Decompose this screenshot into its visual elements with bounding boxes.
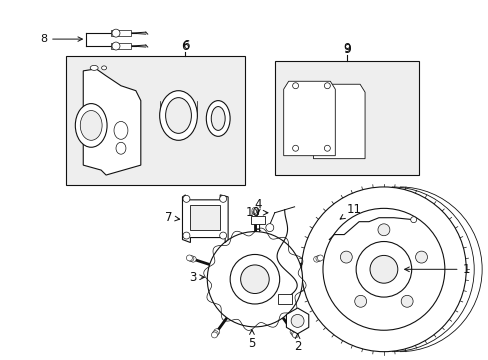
Ellipse shape <box>116 142 126 154</box>
Circle shape <box>292 332 298 338</box>
Circle shape <box>112 29 120 37</box>
Circle shape <box>112 42 120 50</box>
Ellipse shape <box>80 111 102 140</box>
Circle shape <box>190 256 196 262</box>
Circle shape <box>219 195 226 202</box>
Circle shape <box>355 242 411 297</box>
Bar <box>277 294 291 304</box>
Text: 3: 3 <box>188 271 204 284</box>
Text: 4: 4 <box>254 198 261 214</box>
Circle shape <box>415 251 427 263</box>
Circle shape <box>400 295 412 307</box>
Text: 11: 11 <box>340 203 361 219</box>
Polygon shape <box>283 81 335 156</box>
Ellipse shape <box>90 66 98 70</box>
Circle shape <box>369 255 397 283</box>
Circle shape <box>340 251 351 263</box>
Circle shape <box>377 224 389 236</box>
Circle shape <box>212 331 218 337</box>
Circle shape <box>251 207 257 213</box>
Ellipse shape <box>102 66 106 70</box>
Circle shape <box>317 255 323 261</box>
Circle shape <box>265 224 273 231</box>
Text: 2: 2 <box>293 334 301 353</box>
Text: 6: 6 <box>182 39 189 51</box>
Text: 6: 6 <box>181 40 189 53</box>
Circle shape <box>187 256 194 261</box>
Polygon shape <box>286 308 308 334</box>
Text: 9: 9 <box>343 41 350 54</box>
Circle shape <box>292 145 298 151</box>
Circle shape <box>324 83 330 89</box>
Polygon shape <box>190 205 220 230</box>
Circle shape <box>322 208 444 330</box>
Circle shape <box>410 217 416 223</box>
Circle shape <box>207 231 302 327</box>
Circle shape <box>230 255 279 304</box>
Circle shape <box>301 187 466 352</box>
Text: 1: 1 <box>404 263 469 276</box>
Circle shape <box>251 211 257 217</box>
Circle shape <box>211 332 217 338</box>
Ellipse shape <box>206 100 230 136</box>
Polygon shape <box>83 69 141 175</box>
Bar <box>111 43 131 49</box>
Polygon shape <box>182 195 228 243</box>
Text: 10: 10 <box>245 206 267 219</box>
Ellipse shape <box>165 98 191 133</box>
Circle shape <box>291 331 297 337</box>
Circle shape <box>324 145 330 151</box>
Polygon shape <box>313 84 365 159</box>
Ellipse shape <box>211 107 224 130</box>
Ellipse shape <box>75 104 107 147</box>
Text: 9: 9 <box>343 42 350 55</box>
Circle shape <box>289 329 295 335</box>
Circle shape <box>292 83 298 89</box>
Ellipse shape <box>114 121 128 139</box>
Circle shape <box>183 195 189 202</box>
Circle shape <box>213 329 219 335</box>
Bar <box>111 30 131 36</box>
Circle shape <box>315 256 321 261</box>
Circle shape <box>186 255 192 261</box>
Polygon shape <box>250 216 264 224</box>
Text: 8: 8 <box>40 34 82 44</box>
Text: 5: 5 <box>248 330 255 350</box>
Bar <box>274 61 418 175</box>
Circle shape <box>313 256 319 262</box>
Circle shape <box>354 295 366 307</box>
Circle shape <box>251 209 257 215</box>
Circle shape <box>183 232 189 239</box>
Circle shape <box>219 232 226 239</box>
Text: 7: 7 <box>164 211 179 224</box>
Circle shape <box>290 314 304 327</box>
Ellipse shape <box>160 91 197 140</box>
Bar <box>66 56 244 185</box>
Circle shape <box>240 265 269 293</box>
